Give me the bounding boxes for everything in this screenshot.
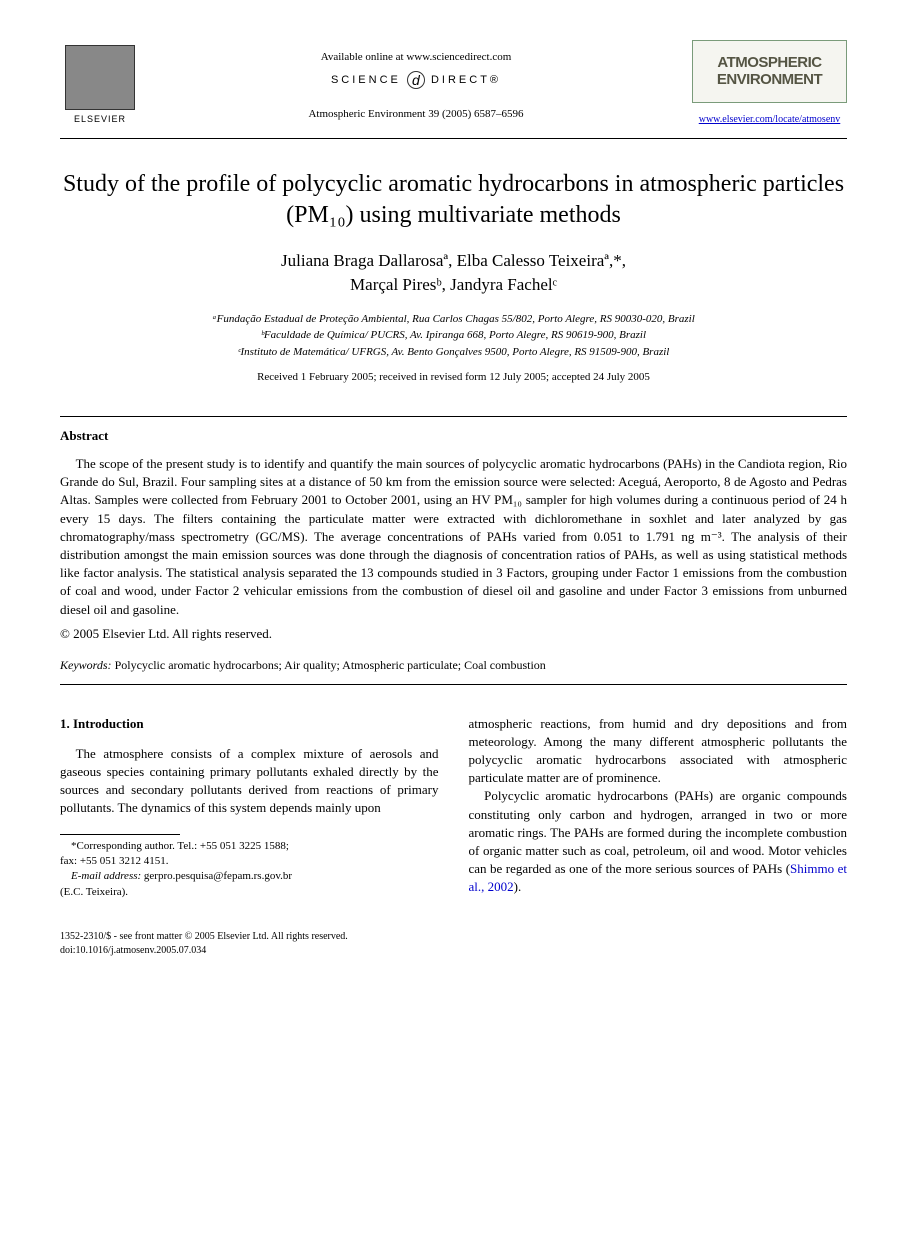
abstract-top-rule xyxy=(60,416,847,417)
keywords-text: Polycyclic aromatic hydrocarbons; Air qu… xyxy=(112,658,546,672)
journal-box-line2: ENVIRONMENT xyxy=(699,72,840,89)
column-left: 1. Introduction The atmosphere consists … xyxy=(60,715,439,901)
introduction-heading: 1. Introduction xyxy=(60,715,439,733)
header-rule xyxy=(60,138,847,139)
corresponding-author-footnote: *Corresponding author. Tel.: +55 051 322… xyxy=(60,839,439,901)
column-right: atmospheric reactions, from humid and dr… xyxy=(469,715,848,901)
authors-line2: Marçal Piresᵇ, Jandyra Fachelᶜ xyxy=(60,273,847,297)
footnote-email-name: (E.C. Teixeira). xyxy=(60,885,439,900)
sd-right: DIRECT® xyxy=(431,74,501,86)
affiliations: ᵃFundação Estadual de Proteção Ambiental… xyxy=(60,311,847,361)
publisher-logo: ELSEVIER xyxy=(60,40,140,130)
sd-left: SCIENCE xyxy=(331,74,401,86)
center-header: Available online at www.sciencedirect.co… xyxy=(140,40,692,123)
footnote-fax: fax: +55 051 3212 4151. xyxy=(60,854,439,869)
footer-doi: doi:10.1016/j.atmosenv.2005.07.034 xyxy=(60,944,847,958)
intro-col2-p2-b: ). xyxy=(514,879,522,894)
affiliation-a: ᵃFundação Estadual de Proteção Ambiental… xyxy=(60,311,847,328)
footnote-email: E-mail address: gerpro.pesquisa@fepam.rs… xyxy=(60,869,439,884)
abstract-heading: Abstract xyxy=(60,427,847,445)
article-dates: Received 1 February 2005; received in re… xyxy=(60,370,847,385)
intro-col2-p2: Polycyclic aromatic hydrocarbons (PAHs) … xyxy=(469,787,848,896)
footer-info: 1352-2310/$ - see front matter © 2005 El… xyxy=(60,930,847,958)
abstract-body: The scope of the present study is to ide… xyxy=(60,455,847,619)
authors-line1: Juliana Braga Dallarosaª, Elba Calesso T… xyxy=(60,249,847,273)
affiliation-c: ᶜInstituto de Matemática/ UFRGS, Av. Ben… xyxy=(60,344,847,361)
keywords: Keywords: Polycyclic aromatic hydrocarbo… xyxy=(60,657,847,674)
science-direct-logo: SCIENCE d DIRECT® xyxy=(140,71,692,89)
footnote-rule xyxy=(60,834,180,835)
footnote-tel: *Corresponding author. Tel.: +55 051 322… xyxy=(60,839,439,854)
sd-circle-icon: d xyxy=(407,71,425,89)
authors: Juliana Braga Dallarosaª, Elba Calesso T… xyxy=(60,249,847,297)
intro-col2-p1: atmospheric reactions, from humid and dr… xyxy=(469,715,848,788)
journal-url-link[interactable]: www.elsevier.com/locate/atmosenv xyxy=(699,114,841,125)
abstract-paragraph: The scope of the present study is to ide… xyxy=(60,455,847,619)
journal-box-line1: ATMOSPHERIC xyxy=(699,55,840,72)
journal-title-box: ATMOSPHERIC ENVIRONMENT xyxy=(692,40,847,103)
publisher-name: ELSEVIER xyxy=(74,113,126,126)
abstract-copyright: © 2005 Elsevier Ltd. All rights reserved… xyxy=(60,625,847,643)
affiliation-b: ᵇFaculdade de Química/ PUCRS, Av. Ipiran… xyxy=(60,327,847,344)
journal-box: ATMOSPHERIC ENVIRONMENT www.elsevier.com… xyxy=(692,40,847,127)
article-title: Study of the profile of polycyclic aroma… xyxy=(60,169,847,231)
email-label: E-mail address: xyxy=(71,870,141,882)
journal-reference: Atmospheric Environment 39 (2005) 6587–6… xyxy=(140,107,692,122)
available-online-text: Available online at www.sciencedirect.co… xyxy=(140,50,692,65)
intro-col1-p1: The atmosphere consists of a complex mix… xyxy=(60,745,439,818)
body-two-column: 1. Introduction The atmosphere consists … xyxy=(60,715,847,901)
footer-issn: 1352-2310/$ - see front matter © 2005 El… xyxy=(60,930,847,944)
email-value: gerpro.pesquisa@fepam.rs.gov.br xyxy=(141,870,292,882)
keywords-label: Keywords: xyxy=(60,658,112,672)
abstract-bottom-rule xyxy=(60,684,847,685)
elsevier-tree-icon xyxy=(65,45,135,110)
header-row: ELSEVIER Available online at www.science… xyxy=(60,40,847,130)
